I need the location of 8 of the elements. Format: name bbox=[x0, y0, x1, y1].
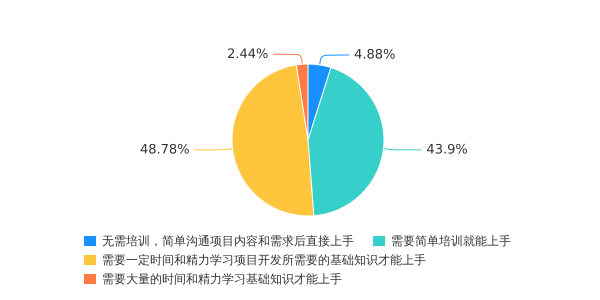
legend-label: 需要一定时间和精力学习项目开发所需要的基础知识才能上手 bbox=[102, 253, 426, 267]
legend-label: 需要简单培训就能上手 bbox=[391, 234, 511, 248]
data-label: 43.9% bbox=[426, 142, 468, 158]
data-label: 2.44% bbox=[227, 46, 268, 62]
legend-label: 无需培训，简单沟通项目内容和需求后直接上手 bbox=[102, 234, 354, 248]
data-label: 4.88% bbox=[354, 48, 396, 63]
legend-label: 需要大量的时间和精力学习基础知识才能上手 bbox=[102, 272, 342, 286]
data-label: 48.78% bbox=[140, 142, 190, 158]
